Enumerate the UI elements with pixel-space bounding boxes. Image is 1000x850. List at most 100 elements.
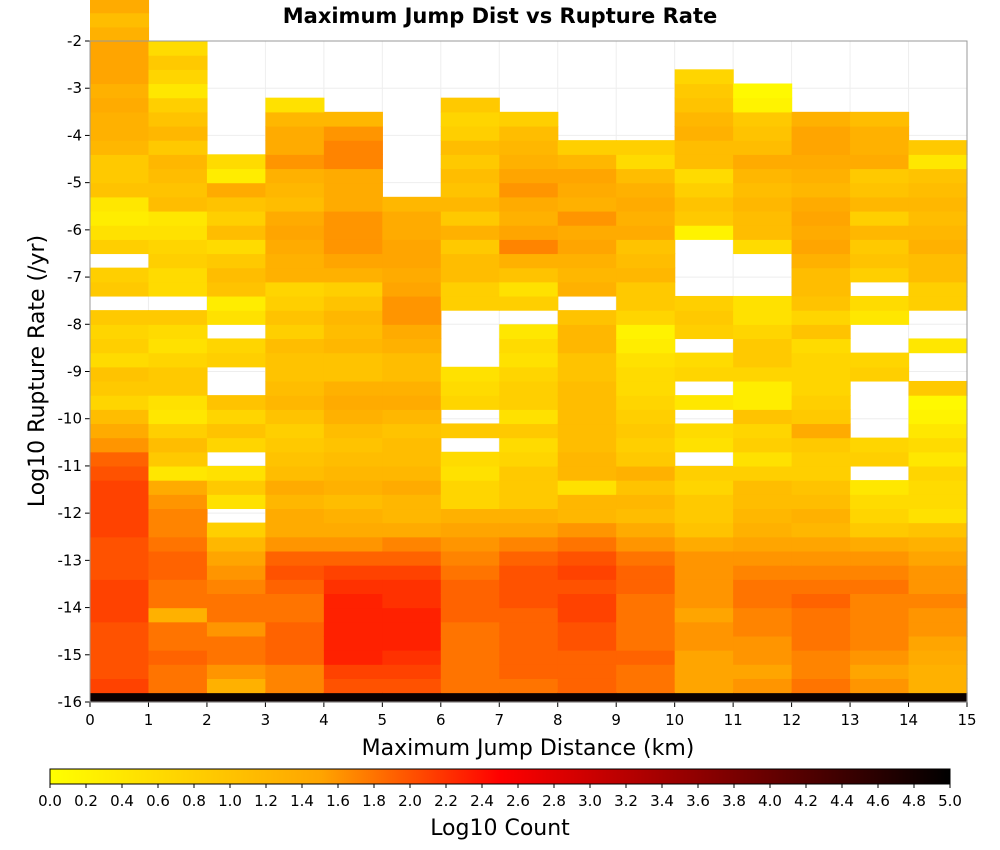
heatmap-cell [908,664,968,679]
heatmap-cell [674,678,734,694]
heatmap-cell [908,409,968,425]
heatmap-cell [148,465,208,481]
heatmap-cell [733,437,793,453]
heatmap-cell [733,168,793,184]
heatmap-cell [206,593,266,609]
heatmap-cell [265,565,325,580]
heatmap-cell [90,0,150,14]
heatmap-cell [206,253,266,269]
heatmap-cell [206,635,266,651]
heatmap-cell [850,168,910,184]
heatmap-cell [90,140,150,155]
heatmap-cell [908,593,968,609]
x-tick-label: 10 [665,711,684,729]
heatmap-cell [674,593,734,609]
heatmap-cell [265,635,325,651]
colorbar-tick-label: 4.2 [794,792,818,810]
heatmap-cell [90,26,150,42]
heatmap-cell [90,522,150,538]
colorbar-tick-label: 0.8 [182,792,206,810]
colorbar-tick-label: 3.4 [650,792,674,810]
heatmap-cell [616,423,676,439]
heatmap-cell [674,295,734,311]
heatmap-cell [323,593,383,609]
heatmap-cell [440,565,500,580]
heatmap-cell [323,168,383,184]
heatmap-cell [499,607,559,623]
heatmap-cell [206,352,266,368]
heatmap-cell [382,635,442,651]
heatmap-cell [148,593,208,609]
heatmap-cell [265,310,325,325]
heatmap-cell [733,182,793,198]
heatmap-cell [265,678,325,694]
heatmap-cell [733,607,793,623]
y-tick-label: -13 [58,551,83,569]
heatmap-cell [90,593,150,609]
heatmap-cell [148,451,208,467]
heatmap-cell [674,111,734,127]
heatmap-cell [850,437,910,453]
heatmap-cell [557,664,617,679]
heatmap-cell [323,635,383,651]
heatmap-cell [850,154,910,170]
heatmap-cell [382,437,442,453]
heatmap-cell [323,239,383,255]
heatmap-cell [323,508,383,524]
heatmap-cell [382,196,442,212]
y-tick-label: -3 [67,79,82,97]
heatmap-cell [791,678,851,694]
colorbar-tick-label: 3.8 [722,792,746,810]
heatmap-cell [323,565,383,580]
heatmap-cell [148,635,208,651]
y-axis: -2 -3 -4 -5 -6 -7 -8 -9 -10 -11 -12 -13 -14 -15 -16 [58,32,90,711]
x-axis-label: Maximum Jump Distance (km) [362,736,695,761]
chart-title: Maximum Jump Dist vs Rupture Rate [283,4,717,28]
heatmap-cell [616,352,676,368]
colorbar-tick-label: 4.4 [830,792,854,810]
heatmap-cell [499,182,559,198]
heatmap-cell [616,196,676,212]
heatmap-cell [382,239,442,255]
heatmap-cell [440,182,500,198]
heatmap-cell [323,522,383,538]
heatmap-cell [616,678,676,694]
heatmap-cell [148,508,208,524]
heatmap-cell [850,295,910,311]
heatmap-cell [850,239,910,255]
heatmap-cell [148,310,208,325]
heatmap-cell [382,593,442,609]
heatmap-cell [557,182,617,198]
heatmap-cell [850,650,910,665]
heatmap-cell [148,225,208,240]
heatmap-cell [908,650,968,665]
colorbar-tick-label: 3.6 [686,792,710,810]
heatmap-cell [616,579,676,594]
heatmap-cell [850,508,910,524]
x-tick-label: 14 [899,711,918,729]
heatmap-cell [557,678,617,694]
heatmap-cell [265,692,325,703]
heatmap-cell [265,607,325,623]
x-tick-label: 1 [144,711,154,729]
x-tick-label: 11 [724,711,743,729]
heatmap-cell [499,267,559,283]
colorbar-tick-label: 2.4 [470,792,494,810]
heatmap-cell [733,579,793,594]
heatmap-cell [323,366,383,382]
heatmap-cell [791,565,851,580]
heatmap-cell [674,536,734,552]
heatmap-cell [499,522,559,538]
y-tick-label: -11 [58,457,83,475]
heatmap-cell [616,182,676,198]
heatmap-cell [499,111,559,127]
heatmap-cell [90,621,150,637]
heatmap-cell [733,295,793,311]
heatmap-cell [499,196,559,212]
heatmap-cell [908,196,968,212]
heatmap-cell [616,310,676,325]
heatmap-cell [90,97,150,113]
colorbar-tick-label: 0.2 [74,792,98,810]
heatmap-cell [265,125,325,141]
heatmap-cell [791,196,851,212]
